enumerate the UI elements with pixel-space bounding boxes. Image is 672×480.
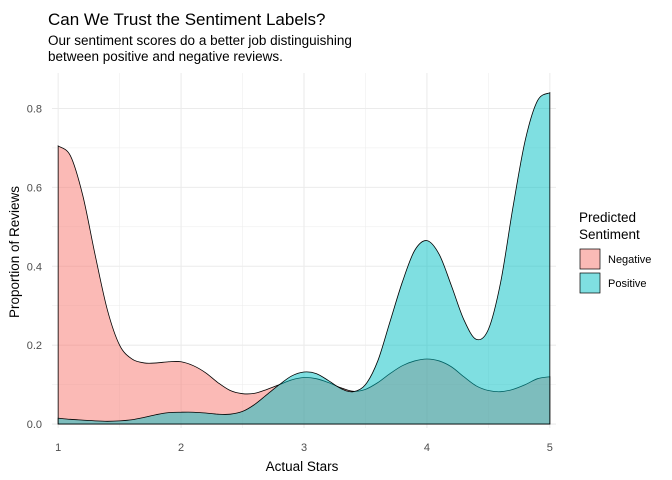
legend: Predicted Sentiment Negative Positive: [579, 210, 651, 294]
y-axis-title: Proportion of Reviews: [7, 186, 22, 318]
y-tick-label: 0.2: [27, 340, 42, 352]
y-tick-label: 0.6: [27, 182, 42, 194]
density-areas: [57, 91, 551, 425]
legend-key-negative: [579, 248, 601, 270]
legend-title-line-2: Sentiment: [579, 227, 640, 242]
chart-subtitle-line-2: between positive and negative reviews.: [48, 49, 283, 64]
x-tick-label: 2: [178, 442, 184, 454]
x-tick-label: 4: [424, 442, 430, 454]
chart-title: Can We Trust the Sentiment Labels?: [48, 10, 326, 29]
legend-label-positive: Positive: [608, 278, 647, 290]
y-tick-label: 0.8: [27, 104, 42, 116]
density-area-positive: [57, 91, 551, 425]
y-axis-ticks: 0.0 0.2 0.4 0.6 0.8: [27, 104, 42, 432]
x-tick-label: 5: [547, 442, 553, 454]
x-tick-label: 1: [55, 442, 61, 454]
legend-key-positive: [579, 272, 601, 294]
x-tick-label: 3: [301, 442, 307, 454]
x-axis-ticks: 1 2 3 4 5: [55, 442, 553, 454]
y-tick-label: 0.0: [27, 419, 42, 431]
x-axis-title: Actual Stars: [266, 459, 339, 474]
legend-label-negative: Negative: [608, 254, 651, 266]
chart-subtitle-line-1: Our sentiment scores do a better job dis…: [48, 33, 352, 48]
y-tick-label: 0.4: [27, 261, 42, 273]
legend-title-line-1: Predicted: [579, 210, 636, 225]
